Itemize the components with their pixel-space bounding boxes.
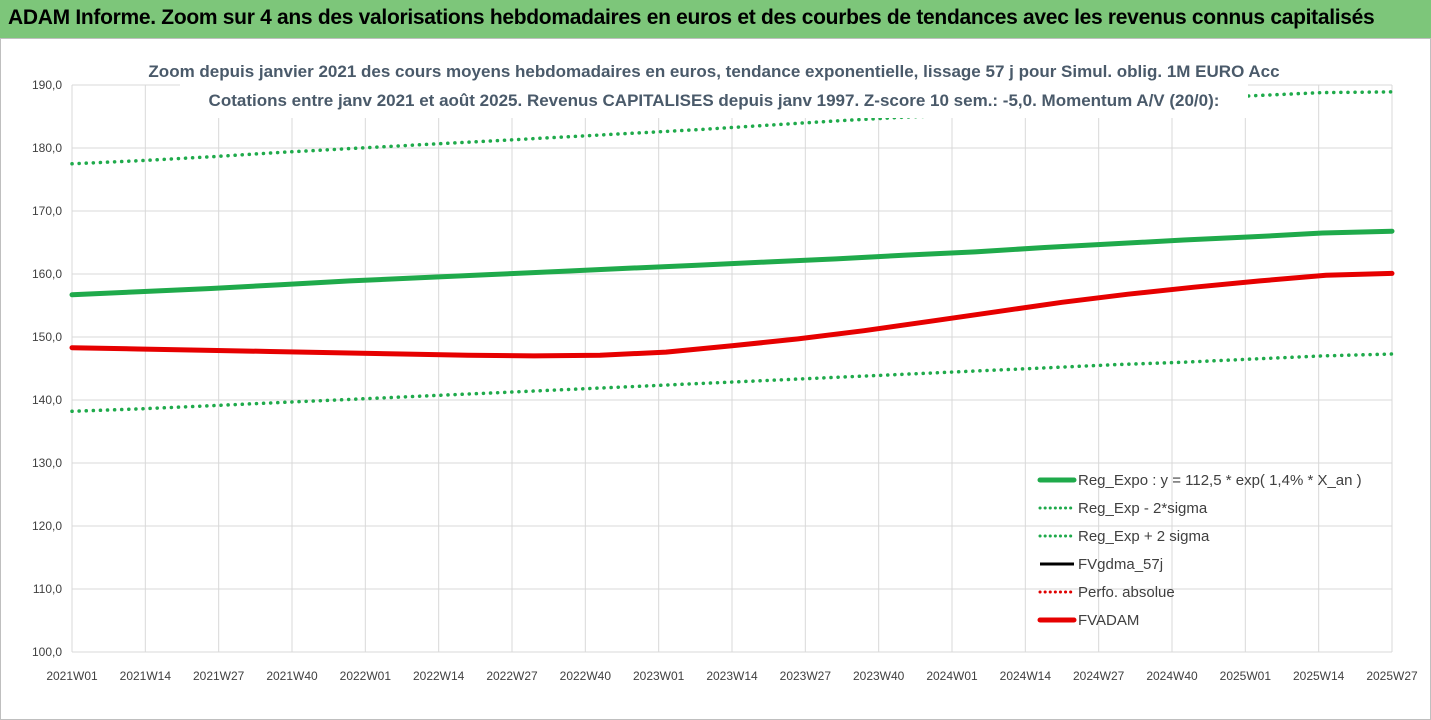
grid [71,84,1393,653]
legend: Reg_Expo : y = 112,5 * exp( 1,4% * X_an … [1037,472,1362,629]
report-title: ADAM Informe. Zoom sur 4 ans des valoris… [8,6,1375,29]
x-tick-label: 2025W14 [1293,669,1345,683]
y-tick-label: 140,0 [32,393,62,407]
x-tick-label: 2021W01 [46,669,98,683]
x-tick-label: 2022W14 [413,669,465,683]
y-tick-label: 130,0 [32,456,62,470]
x-tick-label: 2025W01 [1220,669,1272,683]
chart-subtitle-line-2: Cotations entre janv 2021 et août 2025. … [209,91,1220,110]
x-tick-label: 2023W14 [706,669,758,683]
x-tick-label: 2021W27 [193,669,245,683]
x-tick-label: 2021W40 [266,669,318,683]
subtitle-box: Zoom depuis janvier 2021 des cours moyen… [148,56,1280,118]
y-tick-label: 100,0 [32,645,62,659]
legend-label: Perfo. absolue [1078,584,1175,601]
y-tick-label: 190,0 [32,78,62,92]
series-line [69,228,1395,298]
y-tick-label: 170,0 [32,204,62,218]
header-banner: ADAM Informe. Zoom sur 4 ans des valoris… [0,0,1431,38]
x-tick-label: 2025W27 [1366,669,1418,683]
x-tick-label: 2021W14 [120,669,172,683]
x-tick-label: 2024W01 [926,669,978,683]
legend-label: Reg_Expo : y = 112,5 * exp( 1,4% * X_an … [1078,472,1362,489]
x-tick-label: 2022W27 [486,669,538,683]
legend-label: FVADAM [1078,612,1139,629]
x-tick-label: 2024W27 [1073,669,1125,683]
y-tick-label: 150,0 [32,330,62,344]
y-tick-label: 160,0 [32,267,62,281]
legend-label: Reg_Exp - 2*sigma [1078,500,1208,517]
x-axis: 2021W01 2021W14 2021W27 2021W40 2022W01 2022W… [46,669,1418,683]
y-tick-label: 110,0 [33,582,62,596]
x-tick-label: 2024W40 [1146,669,1198,683]
y-tick-label: 120,0 [32,519,62,533]
series-line [70,352,1394,414]
chart-subtitle-line-1: Zoom depuis janvier 2021 des cours moyen… [148,62,1279,81]
x-tick-label: 2022W01 [340,669,392,683]
y-tick-label: 180,0 [32,141,62,155]
y-axis: 100,0 110,0 120,0 130,0 140,0 150,0 160,0 170,0… [32,78,62,659]
x-tick-label: 2023W40 [853,669,905,683]
x-tick-label: 2023W27 [780,669,832,683]
series-line [69,270,1395,359]
x-tick-label: 2023W01 [633,669,685,683]
x-tick-label: 2022W40 [560,669,612,683]
x-tick-label: 2024W14 [1000,669,1052,683]
legend-label: Reg_Exp + 2 sigma [1078,528,1210,545]
legend-label: FVgdma_57j [1078,556,1163,573]
